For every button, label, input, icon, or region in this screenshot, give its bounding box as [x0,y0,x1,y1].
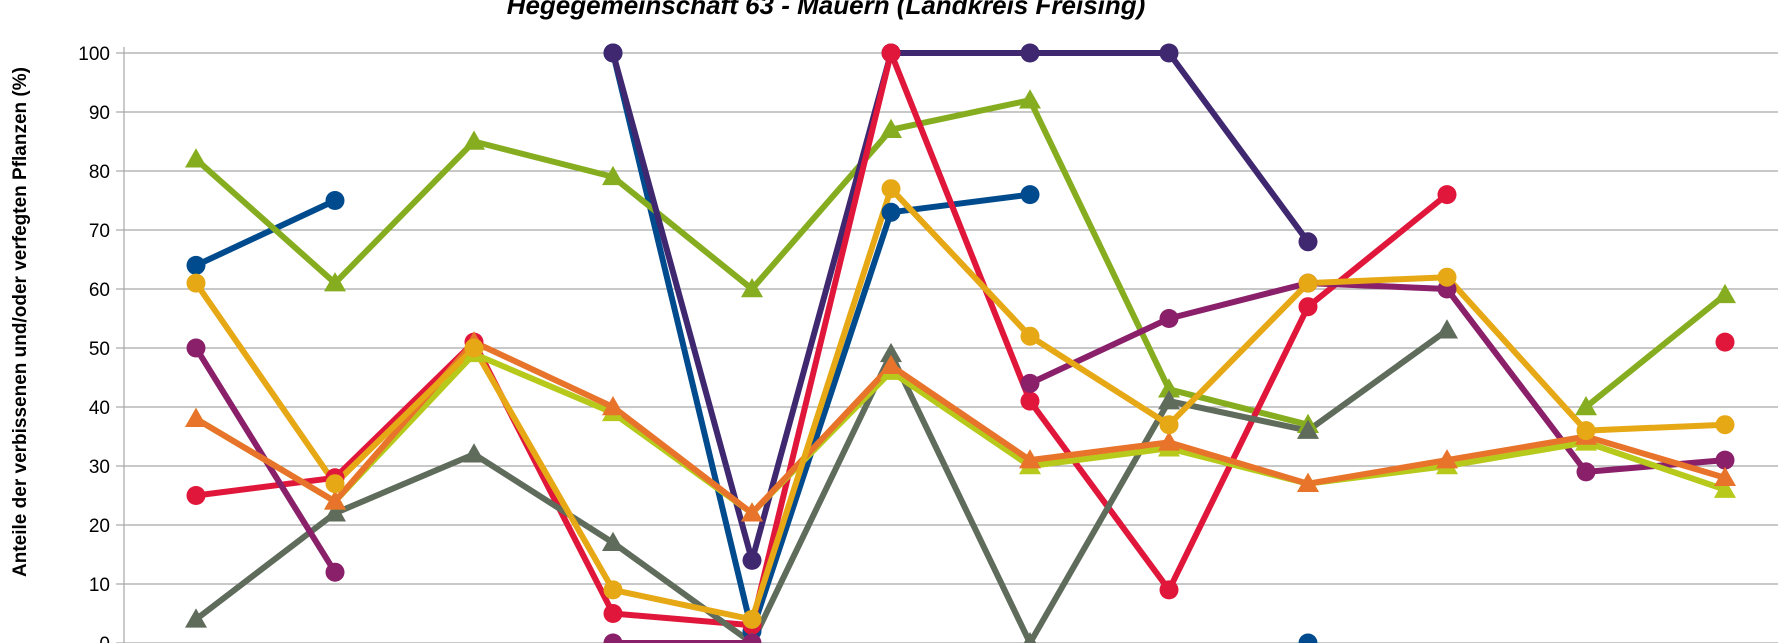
series-5-point [1023,632,1037,643]
series-2-point [185,148,207,168]
y-tick-label: 40 [89,398,110,419]
series-markers [185,43,1736,643]
series-9-point [1159,415,1179,435]
series-9-point [1020,326,1040,346]
series-1-point [881,202,901,222]
y-axis-ticks: 0 10 20 30 40 50 60 70 80 90 100 [78,44,110,643]
series-3-line [610,50,1311,564]
series-5-point [880,342,902,363]
series-9-point [325,474,345,494]
series-6-point [1576,462,1596,482]
gridlines [116,47,1778,643]
series-9-point [1298,273,1318,293]
series-2-point [1575,396,1597,416]
series-4-point [1020,391,1040,411]
y-tick-label: 90 [89,103,110,124]
series-6-point [325,562,345,582]
series-8-point [1714,466,1736,487]
series-2-point [1019,89,1041,109]
series-3-point [1159,43,1179,63]
series-3-point [1020,43,1040,63]
series-5-point [185,608,207,628]
y-tick-label: 70 [89,221,110,242]
series-2-point [741,278,763,298]
series-1-point [325,191,345,210]
series-9-point [742,609,762,629]
y-tick-label: 0 [99,634,110,643]
series-2-point [324,272,346,292]
series-8-point [602,396,624,416]
series-9-point [1437,267,1457,287]
series-4-point [186,486,206,505]
series-8-line [193,339,1728,517]
series-6-point [1159,309,1179,328]
series-lines [193,50,1728,643]
y-axis-label: Anteile der verbissenen und/oder verfegt… [10,67,31,577]
series-4-point [603,604,623,623]
series-5-point [1297,419,1319,439]
y-tick-label: 80 [89,162,110,183]
series-5-point [602,531,624,551]
series-5-point [1158,390,1180,410]
chart-title: Hegegemeinschaft 63 - Mauern (Landkreis … [507,0,1146,20]
series-9-line [193,185,1728,623]
series-5-point [1436,319,1458,339]
series-4-point [881,43,901,63]
series-4-line [193,50,1450,629]
series-2-point [1714,283,1736,304]
series-6-line [1027,280,1728,475]
series-8-point [880,354,902,374]
series-8-point [741,502,763,522]
series-1-point [1020,185,1040,205]
series-9-point [603,580,623,600]
series-2-line [1583,291,1728,410]
y-tick-label: 20 [89,516,110,537]
y-tick-label: 30 [89,457,110,478]
series-8-point [1019,449,1041,469]
series-6-point [603,633,623,643]
series-8-point [324,490,346,510]
series-7-line [193,350,1728,517]
series-6-point [186,338,206,358]
series-8-point [1297,472,1319,492]
series-9-point [1576,421,1596,441]
series-2-point [463,130,485,150]
series-9-point [881,179,901,199]
y-tick-label: 50 [89,339,110,360]
series-5-point [463,443,485,463]
series-8-point [1436,449,1458,469]
series-2-point [880,118,902,138]
y-tick-label: 60 [89,280,110,301]
y-tick-label: 10 [89,575,110,596]
series-3-point [1298,232,1318,252]
series-8-point [1158,431,1180,451]
series-2-point [602,165,624,186]
series-4-point [1298,297,1318,317]
series-8-point [185,407,207,428]
series-6-point [1715,450,1735,470]
series-5-point [324,502,346,522]
series-5-line [193,327,1450,643]
series-2-point [1158,378,1180,398]
series-7-point [1714,478,1736,498]
series-4-point [1715,332,1735,352]
series-4-point [1159,580,1179,600]
series-2-line [193,97,1311,428]
series-4-point [1437,185,1457,205]
series-3-point [603,43,623,63]
series-3-point [742,550,762,570]
series-6-point [742,633,762,643]
series-6-point [1020,373,1040,393]
series-9-point [186,273,206,293]
y-tick-label: 100 [78,44,110,65]
series-9-point [1715,415,1735,435]
series-1-line [193,197,338,269]
series-1-point [186,255,206,275]
series-1-point [1298,633,1318,643]
series-9-point [464,338,484,358]
series-1-line [610,50,1033,635]
